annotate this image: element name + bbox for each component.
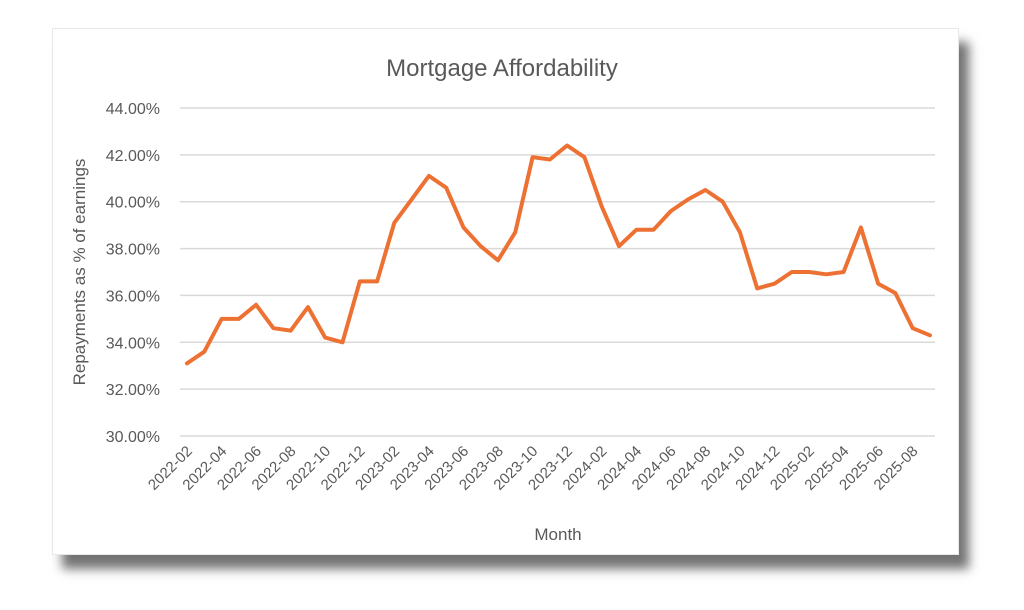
y-tick-label: 44.00% <box>106 101 160 118</box>
x-axis-label: Month <box>534 525 581 544</box>
chart-card <box>52 28 959 555</box>
y-tick-label: 34.00% <box>106 335 160 352</box>
chart-title: Mortgage Affordability <box>386 55 618 82</box>
y-axis-label: Repayments as % of earnings <box>70 159 89 386</box>
y-tick-label: 32.00% <box>106 382 160 399</box>
y-tick-label: 30.00% <box>106 429 160 446</box>
y-tick-label: 42.00% <box>106 148 160 165</box>
y-tick-label: 36.00% <box>106 288 160 305</box>
y-tick-label: 38.00% <box>106 242 160 259</box>
series-line <box>185 143 932 366</box>
y-tick-label: 40.00% <box>106 195 160 212</box>
